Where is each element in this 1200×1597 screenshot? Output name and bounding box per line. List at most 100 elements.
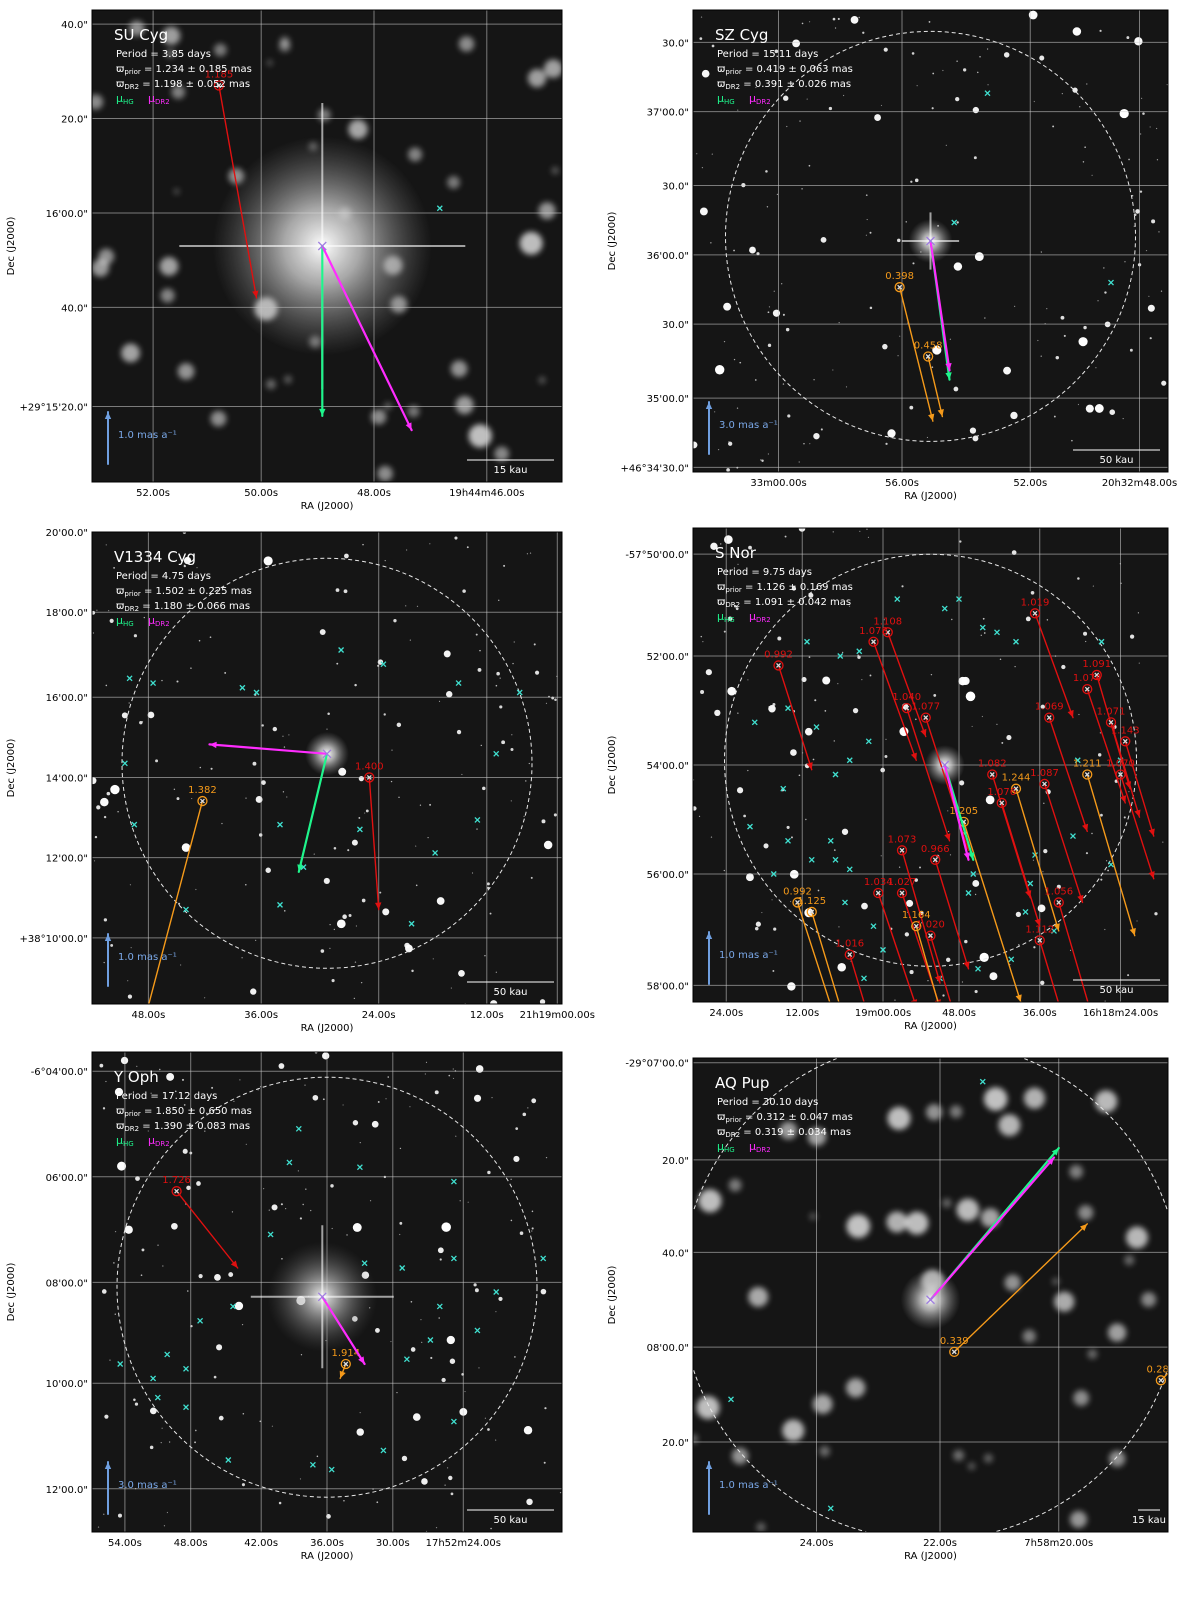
background-star (437, 1247, 444, 1254)
gaia-source-marker (450, 1178, 457, 1185)
background-star (335, 588, 340, 592)
background-star (538, 376, 546, 384)
ra-tick-label: 12.00s (785, 1008, 819, 1019)
background-star (364, 812, 366, 814)
background-star (178, 902, 181, 905)
panel-sz-cyg: 0.398 0.458 SZ Cyg Period = 15.11 days ϖprio… (607, 9, 1177, 502)
background-star (768, 705, 776, 713)
background-star (1082, 161, 1085, 163)
background-star (94, 835, 98, 839)
background-star (1033, 946, 1036, 949)
distance-scale-label: 50 kau (494, 1515, 528, 1526)
background-star (450, 360, 468, 378)
background-star (133, 1398, 136, 1402)
background-star (755, 86, 757, 89)
background-star (1123, 816, 1126, 819)
distance-scale-label: 15 kau (494, 465, 528, 476)
background-star (801, 22, 804, 25)
background-star (285, 1208, 287, 1210)
legend-hg: μHG (116, 614, 134, 628)
dec-tick-label: 54'00.0" (647, 761, 689, 772)
background-star (320, 949, 325, 953)
gaia-source-marker (436, 1303, 443, 1310)
background-star (371, 1120, 379, 1128)
gaia-source-marker (813, 724, 820, 731)
background-star (333, 928, 336, 931)
background-star (193, 592, 195, 594)
background-star (786, 825, 790, 829)
gaia-source-marker (842, 899, 848, 906)
background-star (92, 632, 95, 634)
background-star (477, 667, 482, 672)
background-star (213, 1375, 217, 1379)
background-star (736, 787, 744, 794)
background-star (410, 1300, 413, 1303)
background-star (467, 1201, 469, 1203)
sky-image: 1.185 SU Cyg Period = 3.85 days ϖprior = 1.… (92, 10, 562, 482)
background-star (1141, 1292, 1157, 1308)
background-star (526, 553, 529, 555)
background-star (478, 1367, 480, 1369)
background-star (754, 379, 757, 381)
neighbor-cross (1056, 900, 1062, 905)
y-axis-label: Dec (J2000) (6, 217, 17, 276)
background-star (813, 379, 815, 381)
background-star (165, 48, 176, 59)
gaia-source-marker (979, 1078, 986, 1085)
neighbor-parallax-label: 1.108 (873, 616, 902, 627)
background-star (790, 900, 792, 903)
background-star (782, 313, 785, 316)
background-star (1129, 348, 1133, 352)
background-star (377, 1100, 380, 1103)
background-star (127, 980, 129, 982)
dec-tick-label: 52'00.0" (647, 652, 689, 663)
sky-image: 0.398 0.458 SZ Cyg Period = 15.11 days ϖprio… (693, 10, 1168, 472)
background-star (519, 231, 543, 255)
background-star (352, 1120, 359, 1126)
neighbor-proper-motion-arrow (796, 901, 831, 1002)
background-star (455, 1135, 457, 1137)
dec-tick-label: 08'00.0" (647, 1343, 689, 1354)
gaia-source-marker (785, 837, 791, 844)
gaia-source-marker (230, 1303, 236, 1310)
background-star (348, 914, 352, 917)
background-star (300, 1354, 303, 1356)
background-star (499, 705, 503, 709)
background-star (432, 958, 434, 960)
neighbor-parallax-label: 0.992 (764, 649, 793, 660)
background-star (283, 375, 293, 384)
background-star (97, 1526, 100, 1528)
background-star (820, 428, 823, 431)
panel-aq-pup: 0.339 0.281 AQ Pup Period = 30.10 days ϖprio… (607, 1057, 1169, 1562)
background-star (329, 947, 331, 950)
background-star (209, 636, 212, 639)
background-star (867, 536, 870, 538)
background-star (1004, 1274, 1021, 1291)
scale-arrow-label: 3.0 mas a⁻¹ (719, 420, 778, 431)
background-star (168, 1441, 171, 1443)
background-star (1091, 832, 1093, 835)
background-star (473, 1094, 482, 1102)
background-star (286, 796, 288, 798)
background-star (196, 567, 198, 569)
background-star (379, 891, 382, 894)
background-star (710, 836, 713, 838)
gaia-source-marker (941, 605, 948, 612)
ra-tick-label: 24.00s (709, 1008, 743, 1019)
neighbor-cross (913, 923, 919, 929)
background-star (396, 1391, 398, 1394)
background-star (987, 84, 989, 86)
background-star (698, 1189, 722, 1213)
background-star (1094, 404, 1104, 413)
background-star (103, 815, 107, 819)
background-star (96, 609, 98, 611)
background-star (383, 713, 386, 716)
background-star (969, 427, 977, 434)
ra-tick-label: 19h44m46.00s (449, 488, 524, 499)
background-star (773, 290, 775, 292)
background-star (724, 535, 733, 544)
background-star (407, 405, 420, 418)
dec-tick-label: 16'00.0" (46, 209, 88, 220)
background-star (949, 338, 951, 340)
